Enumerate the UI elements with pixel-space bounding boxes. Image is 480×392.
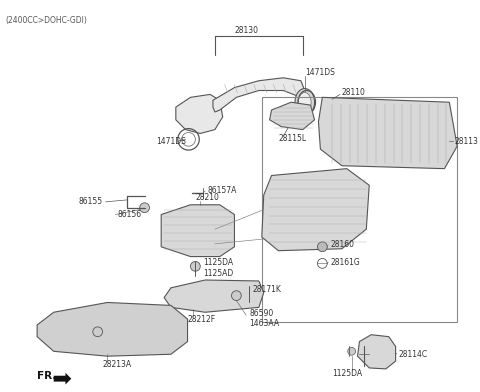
- Ellipse shape: [299, 93, 311, 112]
- Text: 1463AA: 1463AA: [249, 319, 279, 328]
- Polygon shape: [54, 373, 72, 385]
- Text: 1125AD: 1125AD: [203, 269, 233, 278]
- Ellipse shape: [295, 89, 314, 116]
- Polygon shape: [176, 94, 223, 134]
- Text: 28115L: 28115L: [278, 134, 307, 143]
- Text: 1125DA: 1125DA: [332, 369, 362, 378]
- Polygon shape: [37, 303, 188, 356]
- Bar: [262, 97, 457, 322]
- Text: 86156: 86156: [117, 210, 141, 219]
- Text: 28212F: 28212F: [188, 314, 216, 323]
- Circle shape: [244, 288, 254, 298]
- Polygon shape: [270, 102, 314, 130]
- Polygon shape: [213, 78, 305, 112]
- Text: 28171K: 28171K: [252, 285, 281, 294]
- Polygon shape: [318, 97, 457, 169]
- Text: 28160: 28160: [330, 240, 354, 249]
- Text: (2400CC>DOHC-GDI): (2400CC>DOHC-GDI): [5, 16, 87, 25]
- Text: 1471DS: 1471DS: [156, 137, 186, 146]
- Polygon shape: [164, 280, 264, 312]
- Text: 28210: 28210: [195, 194, 219, 202]
- Text: FR.: FR.: [37, 371, 57, 381]
- Circle shape: [231, 291, 241, 301]
- Text: 28110: 28110: [342, 88, 366, 97]
- Circle shape: [140, 203, 149, 212]
- Text: 28161G: 28161G: [330, 258, 360, 267]
- Text: 28113: 28113: [454, 137, 478, 146]
- Polygon shape: [262, 169, 369, 251]
- Text: 1471DS: 1471DS: [305, 69, 335, 78]
- Text: 86157A: 86157A: [207, 186, 237, 195]
- Text: 1125DA: 1125DA: [203, 258, 233, 267]
- Circle shape: [191, 261, 200, 271]
- Text: 28213A: 28213A: [103, 359, 132, 368]
- Text: 86590: 86590: [249, 309, 273, 318]
- Circle shape: [93, 327, 103, 337]
- Circle shape: [348, 347, 356, 355]
- Text: 86155: 86155: [78, 197, 102, 206]
- Polygon shape: [358, 335, 396, 369]
- Polygon shape: [161, 205, 234, 256]
- Circle shape: [317, 242, 327, 252]
- Text: 28114C: 28114C: [398, 350, 428, 359]
- Text: 28130: 28130: [234, 26, 258, 35]
